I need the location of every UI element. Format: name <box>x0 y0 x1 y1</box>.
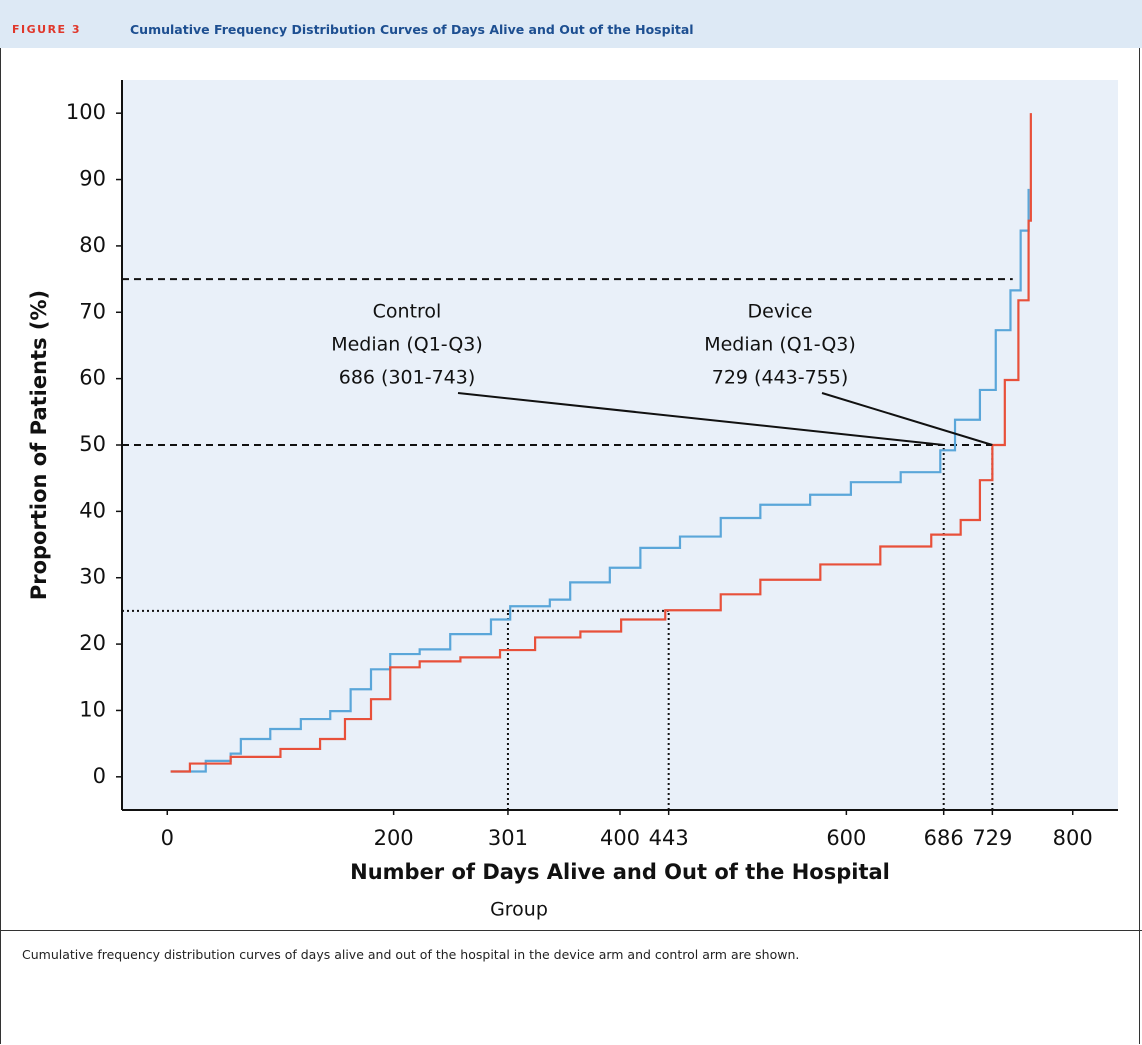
x-tick-label: 729 <box>972 826 1012 850</box>
annotation-leader <box>821 392 993 446</box>
series-line <box>170 188 1030 773</box>
x-axis-title: Number of Days Alive and Out of the Hosp… <box>350 860 890 884</box>
y-tick-label: 40 <box>79 498 106 522</box>
x-tick-label: 600 <box>826 826 866 850</box>
x-tick-label: 443 <box>649 826 689 850</box>
annotation-text: Median (Q1-Q3) <box>704 334 856 356</box>
y-tick-label: 0 <box>93 764 106 788</box>
annotation-leader <box>457 392 944 446</box>
x-tick-label: 800 <box>1053 826 1093 850</box>
x-tick-label: 301 <box>488 826 528 850</box>
annotation-text: Control <box>373 301 442 323</box>
figure-header: FIGURE 3 Cumulative Frequency Distributi… <box>0 0 1142 48</box>
series-line <box>170 113 1032 773</box>
y-tick-label: 100 <box>66 100 106 124</box>
y-tick-label: 10 <box>79 697 106 721</box>
legend-title: Group <box>490 899 548 921</box>
caption: Cumulative frequency distribution curves… <box>22 947 800 962</box>
x-tick-label: 686 <box>924 826 964 850</box>
chart: 0 10 20 30 40 50 60 70 80 90 100 0 200 301 400 443 600 68… <box>27 80 1118 921</box>
figure-panel <box>0 48 1140 1044</box>
y-tick-label: 20 <box>79 631 106 655</box>
annotation-text: Device <box>748 301 813 323</box>
chart-title: Cumulative Frequency Distribution Curves… <box>130 22 694 37</box>
y-tick-label: 70 <box>79 299 106 323</box>
x-tick-label: 200 <box>374 826 414 850</box>
y-tick-label: 90 <box>79 167 106 191</box>
y-tick-label: 30 <box>79 565 106 589</box>
separator <box>0 930 1142 931</box>
y-tick-label: 50 <box>79 432 106 456</box>
y-tick-label: 80 <box>79 233 106 257</box>
y-axis-title: Proportion of Patients (%) <box>27 290 51 600</box>
y-tick-label: 60 <box>79 366 106 390</box>
figure-label: FIGURE 3 <box>12 23 82 36</box>
annotation-text: Median (Q1-Q3) <box>331 334 483 356</box>
annotation-text: 686 (301-743) <box>339 367 476 389</box>
x-tick-label: 400 <box>600 826 640 850</box>
annotation-text: 729 (443-755) <box>712 367 849 389</box>
x-tick-label: 0 <box>161 826 174 850</box>
